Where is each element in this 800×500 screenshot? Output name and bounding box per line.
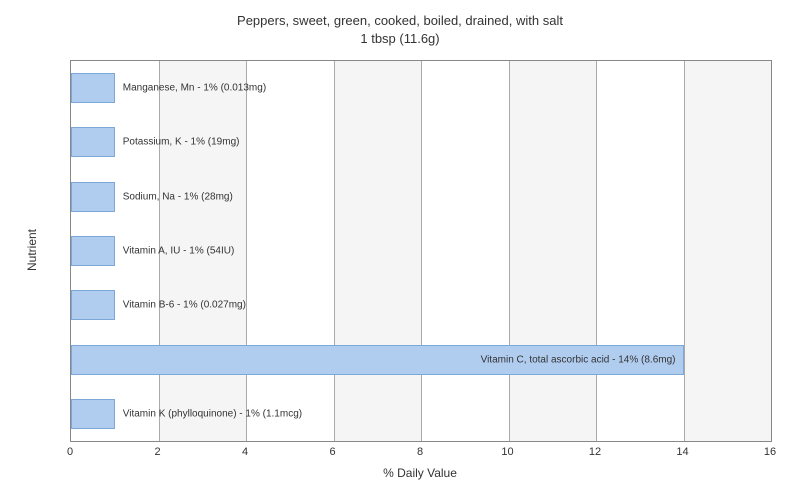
bar-label: Vitamin K (phylloquinone) - 1% (1.1mcg) <box>123 408 302 419</box>
x-axis-label: % Daily Value <box>383 466 457 480</box>
chart-title: Peppers, sweet, green, cooked, boiled, d… <box>0 0 800 48</box>
grid-band <box>334 61 422 441</box>
y-axis-label: Nutrient <box>25 229 39 271</box>
title-line-1: Peppers, sweet, green, cooked, boiled, d… <box>237 13 563 28</box>
chart-container: Peppers, sweet, green, cooked, boiled, d… <box>0 0 800 500</box>
bar <box>71 399 115 429</box>
grid-line <box>684 61 685 441</box>
x-tick-label: 4 <box>242 446 248 458</box>
bar-label: Potassium, K - 1% (19mg) <box>123 137 240 148</box>
bar <box>71 290 115 320</box>
grid-band <box>596 61 684 441</box>
bar-label: Vitamin B-6 - 1% (0.027mg) <box>123 300 246 311</box>
x-tick-label: 16 <box>764 446 776 458</box>
bar-label: Vitamin A, IU - 1% (54IU) <box>123 246 235 257</box>
grid-band <box>421 61 509 441</box>
grid-line <box>246 61 247 441</box>
grid-line <box>421 61 422 441</box>
bar <box>71 236 115 266</box>
grid-band <box>509 61 597 441</box>
grid-line <box>596 61 597 441</box>
title-line-2: 1 tbsp (11.6g) <box>360 31 439 46</box>
bar-label: Manganese, Mn - 1% (0.013mg) <box>123 83 266 94</box>
grid-band <box>684 61 772 441</box>
bar <box>71 127 115 157</box>
bar-label: Sodium, Na - 1% (28mg) <box>123 191 233 202</box>
plot-area: Manganese, Mn - 1% (0.013mg) Potassium, K… <box>70 60 772 442</box>
x-tick-label: 2 <box>154 446 160 458</box>
grid-line <box>509 61 510 441</box>
bar <box>71 182 115 212</box>
grid-band <box>246 61 334 441</box>
x-tick-label: 14 <box>676 446 688 458</box>
x-tick-label: 6 <box>329 446 335 458</box>
x-tick-label: 12 <box>589 446 601 458</box>
x-tick-label: 10 <box>501 446 513 458</box>
bar-label: Vitamin C, total ascorbic acid - 14% (8.… <box>481 354 676 365</box>
x-tick-label: 0 <box>67 446 73 458</box>
bar <box>71 73 115 103</box>
x-tick-label: 8 <box>417 446 423 458</box>
grid-line <box>334 61 335 441</box>
